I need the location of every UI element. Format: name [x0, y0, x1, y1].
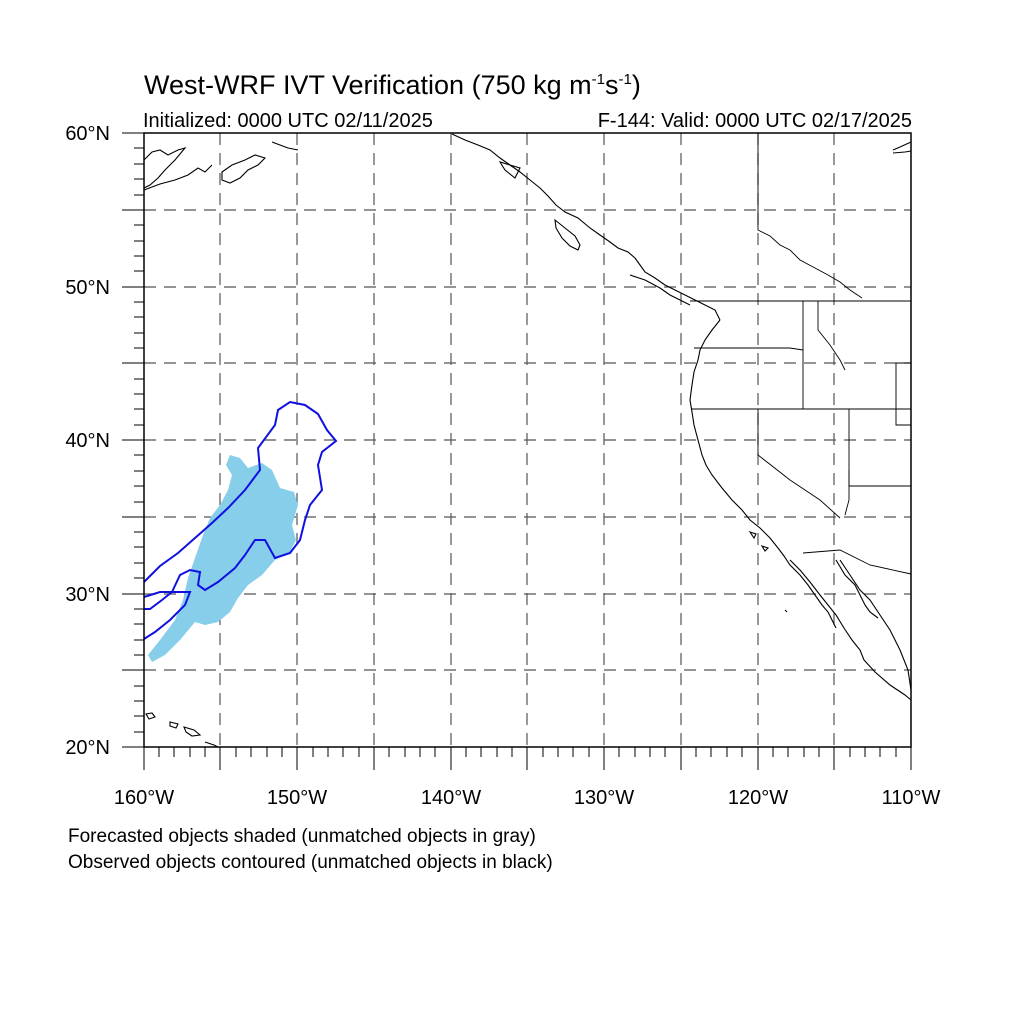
lon-label-130w: 130°W [574, 787, 634, 809]
lat-label-50n: 50°N [65, 277, 110, 299]
lon-label-160w: 160°W [114, 787, 174, 809]
chart-title: West-WRF IVT Verification (750 kg m-1s-1… [144, 70, 641, 100]
observed-contour-inner [143, 591, 192, 640]
valid-time-label: F-144: Valid: 0000 UTC 02/17/2025 [597, 110, 912, 132]
lat-ticks [122, 132, 144, 748]
lon-label-140w: 140°W [421, 787, 481, 809]
lat-label-20n: 20°N [65, 737, 110, 759]
lon-label-150w: 150°W [267, 787, 327, 809]
legend-observed-note: Observed objects contoured (unmatched ob… [68, 852, 553, 873]
observed-contour-outer [143, 400, 338, 610]
lat-label-30n: 30°N [65, 584, 110, 606]
lon-ticks [143, 747, 912, 770]
legend-forecast-note: Forecasted objects shaded (unmatched obj… [68, 826, 536, 847]
lat-label-40n: 40°N [65, 430, 110, 452]
observed-ivt-contours [143, 400, 338, 640]
coastlines [143, 133, 912, 748]
init-time-label: Initialized: 0000 UTC 02/11/2025 [143, 110, 433, 132]
lon-label-120w: 120°W [728, 787, 788, 809]
forecast-ivt-object [148, 455, 298, 662]
grid-lines [144, 133, 911, 747]
lon-label-110w: 110°W [882, 787, 941, 809]
lat-label-60n: 60°N [65, 123, 110, 145]
political-borders [690, 133, 912, 575]
